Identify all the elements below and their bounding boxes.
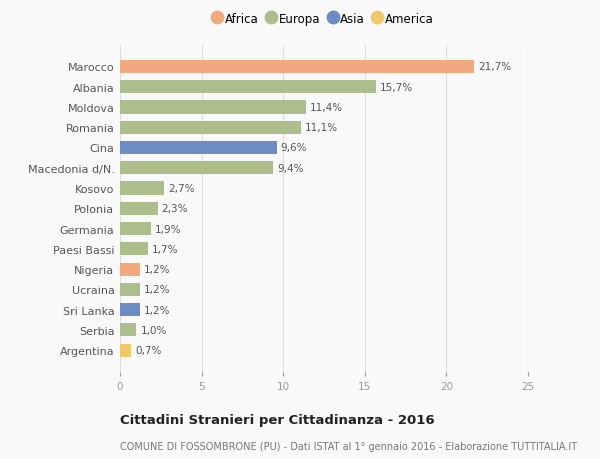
Text: 1,2%: 1,2% [143,264,170,274]
Bar [120,243,148,256]
Text: 1,2%: 1,2% [143,285,170,295]
Text: COMUNE DI FOSSOMBRONE (PU) - Dati ISTAT al 1° gennaio 2016 - Elaborazione TUTTIT: COMUNE DI FOSSOMBRONE (PU) - Dati ISTAT … [120,441,577,451]
Bar [120,223,151,235]
Text: 15,7%: 15,7% [380,83,413,93]
Bar [120,283,140,297]
Bar [120,344,131,357]
Bar [120,182,164,195]
Bar [120,324,136,337]
Bar [120,142,277,155]
Text: 11,4%: 11,4% [310,103,343,113]
Bar [120,61,474,74]
Bar [120,121,301,134]
Text: 9,4%: 9,4% [277,163,304,174]
Bar [120,81,376,94]
Bar [120,202,158,215]
Text: 0,7%: 0,7% [136,346,162,355]
Text: 1,0%: 1,0% [140,325,167,335]
Text: 1,2%: 1,2% [143,305,170,315]
Text: 2,3%: 2,3% [161,204,188,214]
Text: 1,7%: 1,7% [152,244,178,254]
Bar [120,303,140,317]
Bar [120,263,140,276]
Bar [120,101,306,114]
Bar [120,162,274,175]
Text: 2,7%: 2,7% [168,184,194,194]
Text: 1,9%: 1,9% [155,224,182,234]
Text: 21,7%: 21,7% [478,62,511,72]
Text: 9,6%: 9,6% [281,143,307,153]
Legend: Africa, Europa, Asia, America: Africa, Europa, Asia, America [211,10,437,29]
Text: Cittadini Stranieri per Cittadinanza - 2016: Cittadini Stranieri per Cittadinanza - 2… [120,413,434,426]
Text: 11,1%: 11,1% [305,123,338,133]
